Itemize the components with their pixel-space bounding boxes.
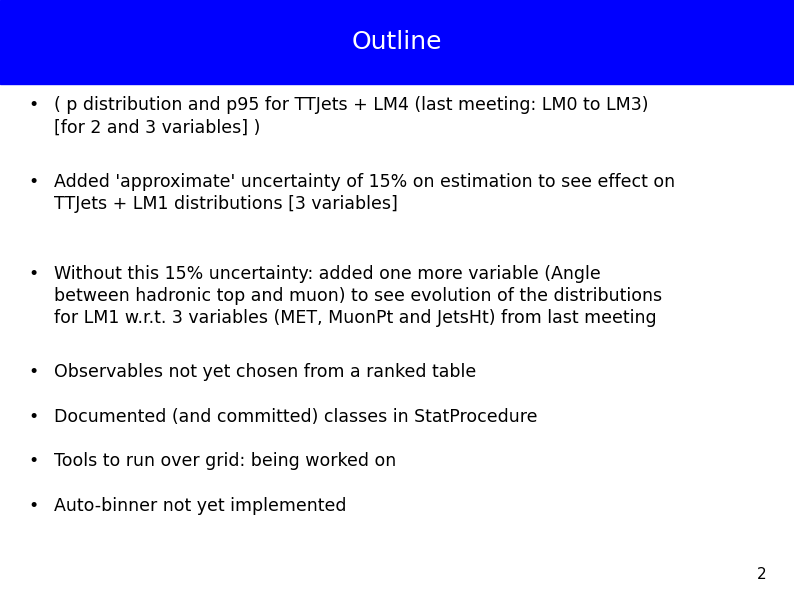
Text: •: • [29,363,38,381]
Text: Added 'approximate' uncertainty of 15% on estimation to see effect on
TTJets + L: Added 'approximate' uncertainty of 15% o… [54,173,675,213]
Text: Outline: Outline [352,30,442,54]
Text: Auto-binner not yet implemented: Auto-binner not yet implemented [54,497,346,515]
Text: Without this 15% uncertainty: added one more variable (Angle
between hadronic to: Without this 15% uncertainty: added one … [54,265,662,327]
Text: •: • [29,452,38,470]
Bar [0,0,794,84]
Text: Tools to run over grid: being worked on: Tools to run over grid: being worked on [54,452,396,470]
Text: •: • [29,497,38,515]
Text: 2: 2 [757,567,766,582]
Text: •: • [29,265,38,283]
Text: ( p distribution and p95 for TTJets + LM4 (last meeting: LM0 to LM3)
[for 2 and : ( p distribution and p95 for TTJets + LM… [54,96,649,137]
Text: •: • [29,173,38,190]
Text: •: • [29,408,38,425]
Text: •: • [29,96,38,114]
Text: Observables not yet chosen from a ranked table: Observables not yet chosen from a ranked… [54,363,476,381]
Text: Documented (and committed) classes in StatProcedure: Documented (and committed) classes in St… [54,408,538,425]
